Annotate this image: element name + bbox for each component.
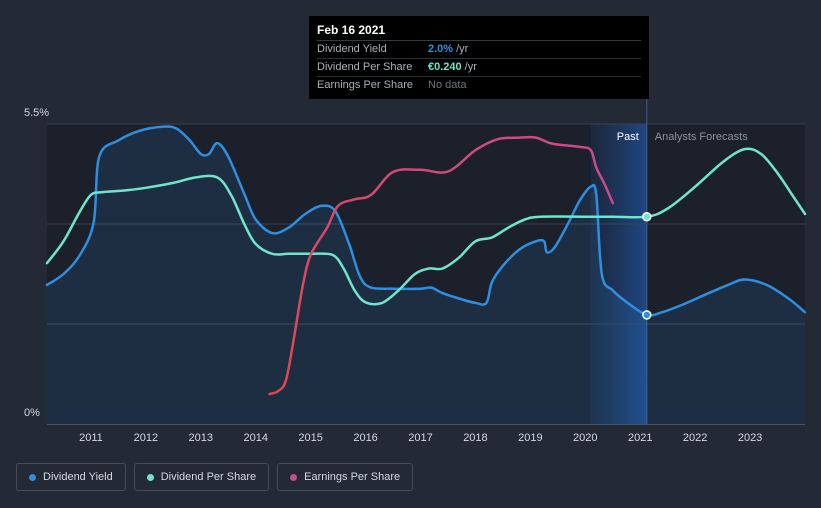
legend-dot-icon (29, 473, 36, 481)
tooltip-value: 2.0% (428, 43, 454, 55)
legend-label: Dividend Yield (43, 471, 113, 483)
dividend-yield-line[interactable] (45, 125, 807, 317)
dividend-yield-marker[interactable] (642, 310, 652, 320)
tooltip-label: Dividend Yield (317, 43, 387, 55)
x-tick-label: 2021 (628, 432, 652, 444)
earnings-per-share-line[interactable] (268, 135, 615, 396)
tooltip-row-dividend-per-share: Dividend Per Share €0.240 /yr (317, 59, 641, 77)
tooltip-label: Earnings Per Share (317, 79, 413, 91)
legend-item-dividend-yield[interactable]: Dividend Yield (16, 463, 126, 491)
legend-dot-icon (290, 473, 298, 481)
legend-label: Dividend Per Share (160, 471, 257, 483)
x-tick-label: 2022 (683, 432, 707, 444)
legend-item-dividend-per-share[interactable]: Dividend Per Share (133, 463, 270, 491)
tooltip-unit: /yr (456, 43, 469, 55)
x-tick-label: 2015 (298, 432, 322, 444)
dividend-per-share-marker[interactable] (642, 211, 652, 222)
x-tick-label: 2014 (243, 432, 267, 444)
x-tick-label: 2016 (353, 432, 377, 444)
x-tick-label: 2018 (463, 432, 487, 444)
tooltip-row-dividend-yield: Dividend Yield 2.0% /yr (317, 41, 641, 59)
legend: Dividend Yield Dividend Per Share Earnin… (16, 463, 414, 491)
x-tick-label: 2011 (79, 432, 103, 444)
x-tick-label: 2020 (573, 432, 597, 444)
dividend-per-share-line[interactable] (45, 147, 807, 306)
x-tick-label: 2023 (738, 432, 762, 444)
plot-background (47, 124, 805, 424)
tooltip-value: €0.240 (428, 61, 462, 73)
dividend-yield-area (47, 126, 805, 425)
y-label-top: 5.5% (24, 107, 49, 119)
legend-label: Earnings Per Share (304, 471, 401, 483)
tooltip-row-earnings-per-share: Earnings Per Share No data (317, 77, 641, 94)
past-label: Past (617, 131, 639, 143)
tooltip-date: Feb 16 2021 (317, 16, 641, 41)
x-tick-label: 2013 (189, 432, 213, 444)
x-tick-label: 2017 (408, 432, 432, 444)
tooltip-label: Dividend Per Share (317, 61, 413, 73)
forecast-label: Analysts Forecasts (655, 131, 748, 143)
legend-dot-icon (146, 473, 154, 481)
tooltip: Feb 16 2021 Dividend Yield 2.0% /yr Divi… (309, 16, 649, 99)
tooltip-unit: /yr (464, 61, 477, 73)
x-tick-label: 2019 (518, 432, 542, 444)
y-label-bottom: 0% (24, 407, 40, 419)
tooltip-value: No data (428, 79, 467, 91)
legend-item-earnings-per-share[interactable]: Earnings Per Share (277, 463, 414, 491)
x-tick-label: 2012 (134, 432, 158, 444)
